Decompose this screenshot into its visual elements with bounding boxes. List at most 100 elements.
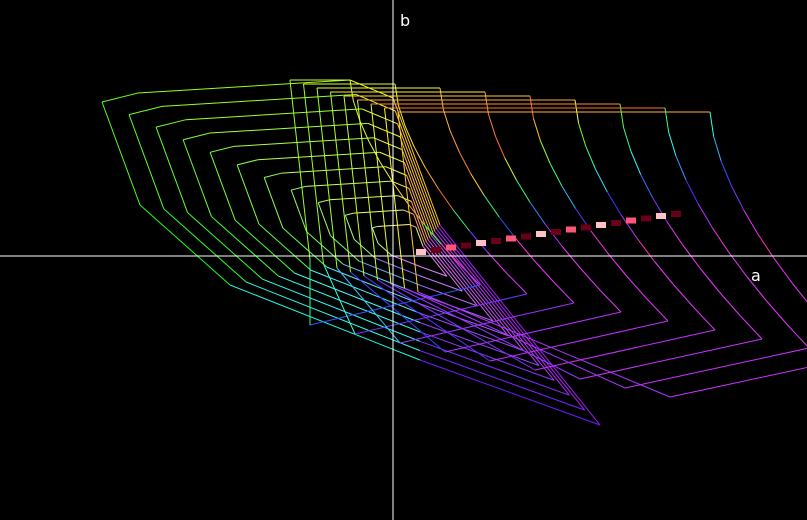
neutral-markers <box>416 211 681 255</box>
slice-edge <box>187 212 263 280</box>
slice-edge <box>345 212 354 216</box>
slice-edge <box>739 315 763 340</box>
slice-edge <box>636 237 655 262</box>
slice-edge <box>264 172 282 178</box>
slice-edge <box>498 216 517 239</box>
neutral-marker <box>491 238 501 244</box>
slice-edge <box>470 173 485 196</box>
slice-edge <box>419 275 463 292</box>
slice-edge <box>404 125 415 148</box>
slice-edge <box>410 201 427 243</box>
slice-edge <box>579 267 601 291</box>
slice-edge <box>352 100 361 122</box>
slice-edge <box>626 275 647 299</box>
slice-edge <box>211 216 279 277</box>
slice-edge <box>425 167 439 190</box>
slice-edge <box>375 257 421 277</box>
slice-edge <box>419 331 555 381</box>
slice-edge <box>401 149 434 234</box>
slice-edge <box>623 127 632 152</box>
slice-edge <box>730 185 745 211</box>
slice-edge <box>666 221 684 246</box>
slice-edge <box>368 141 381 163</box>
slice-edge <box>326 266 421 305</box>
neutral-marker <box>416 249 426 255</box>
slice-edge <box>442 109 451 132</box>
slice-edge <box>101 101 141 206</box>
slice-edge <box>257 151 380 161</box>
slice-edge <box>281 166 386 174</box>
neutral-marker <box>626 217 636 224</box>
slice-edge <box>305 180 392 187</box>
slice-edge <box>439 224 601 426</box>
slice-edge <box>318 199 330 204</box>
slice-edge <box>630 150 642 175</box>
slice-edge <box>423 223 442 245</box>
slice-edge <box>209 122 368 134</box>
slice-edge <box>209 152 236 221</box>
slice-edge <box>229 284 421 361</box>
slice-edge <box>262 278 421 342</box>
slice-edge <box>792 283 807 303</box>
slice-edge <box>237 159 258 166</box>
slice-edge <box>404 287 626 389</box>
slice-edge <box>606 191 622 216</box>
slice-edge <box>515 179 531 203</box>
slice-edge <box>354 293 528 335</box>
slice-edge <box>370 103 392 285</box>
slice-edge <box>397 111 419 293</box>
slice-edge <box>128 114 165 209</box>
slice-edge <box>394 110 439 228</box>
slice-edge <box>452 209 470 232</box>
slice-edge <box>263 177 284 229</box>
slice-edge <box>653 260 674 285</box>
slice-edge <box>258 223 312 271</box>
slice-edge <box>344 215 355 240</box>
slice-edge <box>101 92 139 103</box>
slice-edge <box>330 91 351 273</box>
slice-edge <box>620 214 638 239</box>
slice-edge <box>278 275 421 333</box>
slice-edge <box>137 79 351 94</box>
slice-edge <box>709 111 715 137</box>
slice-edge <box>306 231 344 265</box>
slice-edge <box>483 195 500 218</box>
slice-edge <box>624 347 807 389</box>
slice-edge <box>718 291 741 316</box>
slice-edge <box>640 174 654 199</box>
slice-edge <box>330 235 360 262</box>
slice-edge <box>427 239 494 322</box>
slice-edge <box>353 209 404 214</box>
slice-edge <box>504 157 517 181</box>
slice-edge <box>675 155 687 181</box>
slice-edge <box>534 329 716 371</box>
neutral-marker <box>431 247 441 253</box>
slice-edge <box>692 306 716 331</box>
slice-edge <box>343 95 365 277</box>
slice-edge <box>353 239 376 259</box>
slice-edge <box>282 227 328 268</box>
slice-edge <box>757 234 775 260</box>
slice-edge <box>489 320 669 362</box>
slice-edge <box>349 79 394 99</box>
slice-edge <box>533 259 554 282</box>
slice-edge <box>309 284 481 326</box>
slice-edge <box>209 145 235 153</box>
slice-edge <box>419 350 585 411</box>
slice-edge <box>419 266 448 277</box>
slice-edge <box>413 146 426 169</box>
slice-edge <box>607 253 627 277</box>
slice-edge <box>422 245 448 277</box>
slice-edge <box>399 302 575 344</box>
slice-edge <box>384 107 405 289</box>
slice-edge <box>377 224 410 227</box>
slice-edge <box>419 359 601 426</box>
slice-edge <box>408 188 429 241</box>
slice-edge <box>419 303 509 337</box>
slice-edge <box>578 122 587 147</box>
slice-edge <box>407 202 424 224</box>
slice-edge <box>316 87 338 269</box>
slice-edge <box>371 227 379 244</box>
slice-edge <box>720 160 732 186</box>
